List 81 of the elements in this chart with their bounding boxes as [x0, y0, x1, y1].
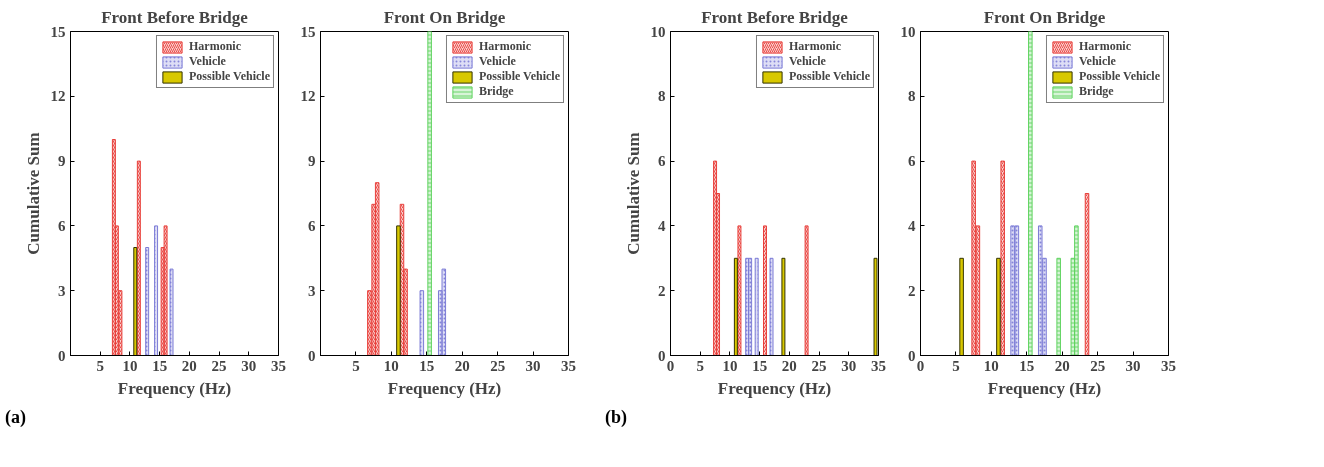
text: (a): [5, 406, 26, 429]
text: (b): [605, 406, 627, 429]
x-tick-label: 30: [241, 357, 257, 374]
y-tick-label: 8: [658, 88, 666, 105]
x-tick-label: 35: [271, 357, 286, 374]
x-tick-label: 5: [96, 357, 104, 374]
x-tick-label: 20: [781, 357, 797, 374]
x-axis-title: Frequency (Hz): [987, 378, 1102, 398]
x-tick-label: 30: [1125, 357, 1141, 374]
legend-label: Bridge: [1078, 84, 1114, 99]
y-tick-label: 3: [58, 282, 66, 299]
y-tick-label: 6: [658, 153, 666, 170]
legend-label: Bridge: [478, 84, 514, 99]
x-tick-label: 35: [871, 357, 886, 374]
y-tick-label: 12: [50, 88, 66, 105]
x-tick-label: 20: [454, 357, 470, 374]
y-tick-label: 6: [308, 217, 316, 234]
chart-title: Front Before Bridge: [701, 7, 849, 27]
legend-label: Vehicle: [188, 54, 226, 69]
y-axis-title: Cumulative Sum: [623, 132, 643, 255]
y-axis-title: Cumulative Sum: [23, 132, 43, 255]
bar: [396, 225, 401, 356]
y-tick-label: 6: [908, 153, 916, 170]
legend-label: Harmonic: [1078, 39, 1131, 54]
x-tick-label: 35: [1161, 357, 1176, 374]
x-axis-title: Frequency (Hz): [117, 378, 232, 398]
legend-label: Harmonic: [788, 39, 841, 54]
y-tick-label: 12: [300, 88, 316, 105]
legend-label: Vehicle: [478, 54, 516, 69]
y-tick-label: 15: [50, 23, 66, 40]
x-tick-label: 5: [696, 357, 704, 374]
x-tick-label: 20: [181, 357, 197, 374]
legend-label: Harmonic: [188, 39, 241, 54]
legend-label: Possible Vehicle: [188, 69, 270, 84]
y-tick-label: 2: [908, 282, 916, 299]
bar: [959, 257, 964, 356]
x-tick-label: 10: [983, 357, 999, 374]
chart-title: Front On Bridge: [383, 7, 506, 27]
y-tick-label: 4: [908, 217, 916, 234]
legend-label: Harmonic: [478, 39, 531, 54]
x-tick-label: 15: [152, 357, 168, 374]
y-tick-label: 10: [900, 23, 916, 40]
x-tick-label: 10: [122, 357, 138, 374]
x-tick-label: 30: [841, 357, 857, 374]
y-tick-label: 9: [58, 153, 66, 170]
y-tick-label: 9: [308, 153, 316, 170]
bar: [873, 257, 878, 356]
legend-label: Possible Vehicle: [478, 69, 560, 84]
y-tick-label: 2: [658, 282, 666, 299]
y-tick-label: 15: [300, 23, 316, 40]
y-tick-label: 4: [658, 217, 666, 234]
x-tick-label: 25: [1090, 357, 1106, 374]
x-tick-label: 10: [383, 357, 399, 374]
y-tick-label: 6: [58, 217, 66, 234]
x-tick-label: 15: [419, 357, 435, 374]
legend-label: Vehicle: [1078, 54, 1116, 69]
chart-title: Front Before Bridge: [101, 7, 249, 27]
legend-label: Vehicle: [788, 54, 826, 69]
x-axis-title: Frequency (Hz): [717, 378, 832, 398]
x-tick-label: 30: [525, 357, 541, 374]
bar: [133, 247, 138, 356]
x-tick-label: 25: [211, 357, 227, 374]
x-tick-label: 15: [752, 357, 768, 374]
x-tick-label: 15: [1019, 357, 1035, 374]
x-tick-label: 20: [1054, 357, 1070, 374]
y-tick-label: 8: [908, 88, 916, 105]
chart-title: Front On Bridge: [983, 7, 1106, 27]
legend-label: Possible Vehicle: [788, 69, 870, 84]
x-axis-title: Frequency (Hz): [387, 378, 502, 398]
y-tick-label: 3: [308, 282, 316, 299]
x-tick-label: 35: [561, 357, 576, 374]
x-tick-label: 25: [811, 357, 827, 374]
x-tick-label: 5: [952, 357, 960, 374]
y-tick-label: 10: [650, 23, 666, 40]
bar: [733, 257, 738, 356]
x-tick-label: 25: [490, 357, 506, 374]
legend-label: Possible Vehicle: [1078, 69, 1160, 84]
x-tick-label: 5: [352, 357, 360, 374]
x-tick-label: 10: [722, 357, 738, 374]
bar: [781, 257, 786, 356]
bar: [996, 257, 1001, 356]
